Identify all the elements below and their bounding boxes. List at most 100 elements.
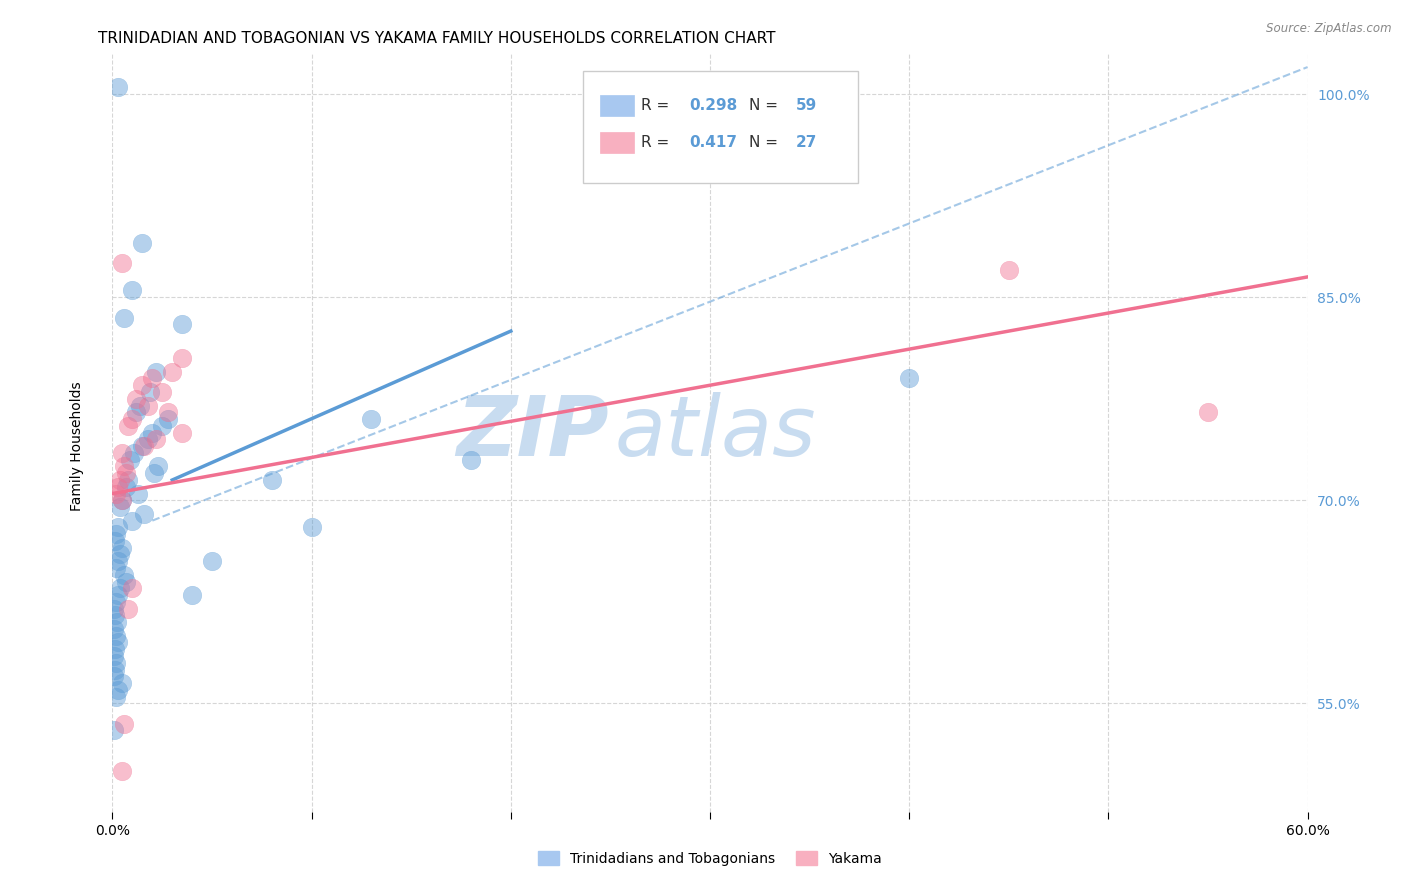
- Point: [103, 723, 125, 738]
- Point: [111, 256, 134, 270]
- Point: [1197, 405, 1219, 419]
- Point: [121, 284, 143, 298]
- Text: 27: 27: [796, 136, 817, 150]
- Text: N =: N =: [749, 98, 783, 112]
- Point: [129, 399, 152, 413]
- Point: [117, 601, 139, 615]
- Point: [103, 601, 125, 615]
- Point: [138, 433, 160, 447]
- Point: [104, 608, 127, 623]
- Text: 0.417: 0.417: [689, 136, 737, 150]
- Point: [141, 371, 163, 385]
- Point: [105, 486, 128, 500]
- Point: [115, 480, 138, 494]
- Point: [124, 446, 146, 460]
- Point: [460, 452, 482, 467]
- Point: [104, 533, 127, 548]
- Point: [125, 405, 148, 419]
- Point: [111, 676, 134, 690]
- Point: [131, 236, 153, 251]
- Point: [360, 412, 382, 426]
- Point: [105, 527, 128, 541]
- Point: [125, 392, 148, 406]
- Point: [105, 629, 128, 643]
- Point: [115, 467, 138, 481]
- Point: [148, 459, 170, 474]
- Point: [111, 541, 134, 555]
- Point: [111, 446, 134, 460]
- Point: [114, 716, 135, 731]
- Point: [111, 493, 134, 508]
- Point: [134, 439, 156, 453]
- Point: [172, 351, 194, 366]
- Point: [172, 425, 194, 440]
- Point: [104, 642, 127, 657]
- Point: [103, 648, 125, 663]
- Point: [114, 310, 135, 325]
- Text: 0.298: 0.298: [689, 98, 737, 112]
- Point: [107, 554, 129, 568]
- Text: ZIP: ZIP: [456, 392, 609, 473]
- Point: [301, 520, 323, 534]
- Point: [121, 412, 143, 426]
- Point: [117, 418, 139, 433]
- Text: N =: N =: [749, 136, 783, 150]
- Point: [134, 507, 156, 521]
- Point: [143, 467, 166, 481]
- Point: [157, 412, 180, 426]
- Point: [201, 554, 224, 568]
- Point: [998, 263, 1021, 277]
- Point: [111, 764, 134, 778]
- Point: [121, 582, 143, 596]
- Text: Family Households: Family Households: [70, 381, 84, 511]
- Point: [110, 582, 132, 596]
- Point: [107, 480, 129, 494]
- Point: [138, 399, 160, 413]
- Point: [115, 574, 138, 589]
- Point: [107, 635, 129, 649]
- Text: atlas: atlas: [614, 392, 815, 473]
- Point: [127, 486, 149, 500]
- Point: [107, 615, 129, 630]
- Point: [105, 595, 128, 609]
- Point: [120, 452, 142, 467]
- Point: [145, 365, 167, 379]
- Point: [111, 493, 134, 508]
- Point: [107, 520, 129, 534]
- Point: [121, 514, 143, 528]
- Point: [898, 371, 921, 385]
- Point: [105, 656, 128, 670]
- Text: R =: R =: [641, 136, 675, 150]
- Point: [107, 682, 129, 697]
- Text: Source: ZipAtlas.com: Source: ZipAtlas.com: [1267, 22, 1392, 36]
- Point: [114, 567, 135, 582]
- Point: [117, 473, 139, 487]
- Point: [181, 588, 204, 602]
- Point: [104, 663, 127, 677]
- Point: [162, 365, 183, 379]
- Point: [150, 418, 173, 433]
- Point: [103, 622, 125, 636]
- Point: [114, 459, 135, 474]
- Point: [110, 548, 132, 562]
- Text: R =: R =: [641, 98, 675, 112]
- Point: [139, 384, 162, 399]
- Point: [107, 80, 129, 95]
- Point: [105, 690, 128, 704]
- Point: [110, 500, 132, 514]
- Text: 59: 59: [796, 98, 817, 112]
- Point: [157, 405, 180, 419]
- Point: [131, 439, 153, 453]
- Point: [110, 473, 132, 487]
- Point: [103, 669, 125, 683]
- Point: [260, 473, 283, 487]
- Legend: Trinidadians and Tobagonians, Yakama: Trinidadians and Tobagonians, Yakama: [531, 845, 889, 873]
- Point: [145, 433, 167, 447]
- Text: TRINIDADIAN AND TOBAGONIAN VS YAKAMA FAMILY HOUSEHOLDS CORRELATION CHART: TRINIDADIAN AND TOBAGONIAN VS YAKAMA FAM…: [98, 31, 776, 46]
- Point: [150, 384, 173, 399]
- Point: [141, 425, 163, 440]
- Point: [172, 318, 194, 332]
- Point: [131, 378, 153, 392]
- Point: [107, 588, 129, 602]
- Point: [105, 561, 128, 575]
